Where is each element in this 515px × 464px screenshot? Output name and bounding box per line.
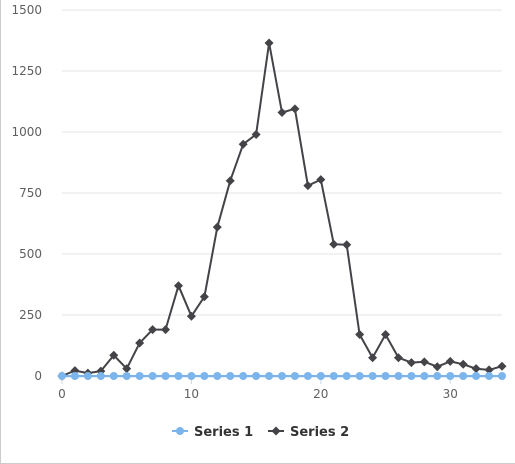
series-1-point <box>459 372 468 380</box>
y-gridlines <box>62 9 502 316</box>
series-2-point <box>109 350 119 360</box>
series-2-point <box>393 353 403 363</box>
series-2-point <box>212 222 222 232</box>
series-1-point <box>329 372 338 380</box>
series-1-point <box>161 372 170 380</box>
series-1-point <box>122 372 131 380</box>
series-1-point <box>83 372 92 380</box>
y-tick-label: 750 <box>19 186 42 200</box>
series-2-point <box>173 281 183 291</box>
series-1-point <box>433 372 442 380</box>
series-1-point <box>200 372 209 380</box>
series-1-point <box>278 372 286 380</box>
series-2-point <box>419 357 429 367</box>
series-1-point <box>446 372 455 380</box>
series-2-point <box>471 364 481 374</box>
y-tick-label: 500 <box>19 247 42 261</box>
series-1-point <box>226 372 235 380</box>
series-2-point <box>445 356 455 366</box>
series-1-point <box>472 372 481 380</box>
series-2-point <box>277 107 287 117</box>
legend-item-series-1[interactable]: Series 1 <box>172 425 253 440</box>
series-2-point <box>329 239 339 249</box>
series-1-point <box>174 372 183 380</box>
x-tick-label: 0 <box>58 387 66 401</box>
x-axis-tick-labels: 0 10 20 30 <box>58 387 458 401</box>
x-tick-label: 10 <box>184 387 199 401</box>
series-2-point <box>458 359 468 369</box>
series-1-point <box>368 372 377 380</box>
y-tick-label: 250 <box>19 308 42 322</box>
series-1-point <box>252 372 261 380</box>
series-2-point <box>264 38 274 48</box>
series-1 <box>58 372 506 380</box>
legend[interactable]: Series 1 Series 2 <box>172 425 349 440</box>
series-2-point <box>161 325 171 335</box>
legend-item-series-2[interactable]: Series 2 <box>268 425 349 440</box>
series-2-point <box>406 358 416 368</box>
x-tick-label: 30 <box>443 387 458 401</box>
series-1-point <box>303 372 312 380</box>
series-1-point <box>316 372 325 380</box>
y-tick-label: 1500 <box>11 3 42 17</box>
series-2-point <box>497 361 507 371</box>
series-2-point <box>186 311 196 321</box>
series-2 <box>57 38 507 381</box>
series-1-point <box>187 372 196 380</box>
legend-label: Series 2 <box>290 425 349 440</box>
series-1-point <box>58 372 66 380</box>
series-2-point <box>225 176 235 186</box>
series-2-point <box>342 240 352 250</box>
series-2-point <box>238 139 248 149</box>
series-1-point <box>498 372 506 380</box>
series-1-point <box>381 372 390 380</box>
x-tick-label: 20 <box>313 387 328 401</box>
series-1-point <box>70 372 79 380</box>
series-1-point <box>407 372 416 380</box>
y-axis-tick-labels: 0 250 500 750 1000 1250 1500 <box>11 3 42 383</box>
series-2-point <box>148 325 158 335</box>
series-2-point <box>122 364 132 374</box>
series-2-point <box>199 292 209 302</box>
series-1-point <box>290 372 299 380</box>
chart-frame-left-border <box>0 0 1 464</box>
series-2-point <box>484 365 494 375</box>
series-1-point <box>265 372 274 380</box>
series-2-point <box>432 362 442 372</box>
series-2-point <box>303 181 313 191</box>
legend-marker-icon <box>271 426 281 436</box>
legend-label: Series 1 <box>194 425 253 440</box>
series-2-point <box>381 330 391 340</box>
series-2-point <box>368 353 378 363</box>
series-1-point <box>394 372 403 380</box>
series-1-point <box>485 372 494 380</box>
series-1-point <box>135 372 144 380</box>
series-2-point <box>251 129 261 139</box>
series-2-point <box>135 338 145 348</box>
series-1-point <box>420 372 429 380</box>
series-1-point <box>213 372 222 380</box>
series-2-line <box>61 41 503 377</box>
series-1-point <box>148 372 157 380</box>
y-tick-label: 0 <box>34 369 42 383</box>
legend-marker-icon <box>176 427 184 435</box>
y-tick-label: 1000 <box>11 125 42 139</box>
series-2-point <box>316 175 326 185</box>
series-1-point <box>342 372 351 380</box>
y-tick-label: 1250 <box>11 64 42 78</box>
series-1-point <box>109 372 118 380</box>
series-group <box>57 38 507 381</box>
series-2-point <box>290 104 300 114</box>
series-1-point <box>239 372 248 380</box>
series-1-point <box>355 372 364 380</box>
series-1-point <box>96 372 105 380</box>
series-2-point <box>355 330 365 340</box>
